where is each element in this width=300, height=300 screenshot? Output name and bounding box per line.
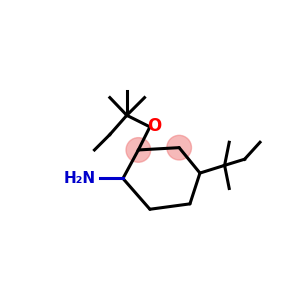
Text: O: O	[147, 117, 162, 135]
Circle shape	[126, 138, 151, 162]
Circle shape	[167, 135, 191, 160]
Text: H₂N: H₂N	[64, 171, 96, 186]
